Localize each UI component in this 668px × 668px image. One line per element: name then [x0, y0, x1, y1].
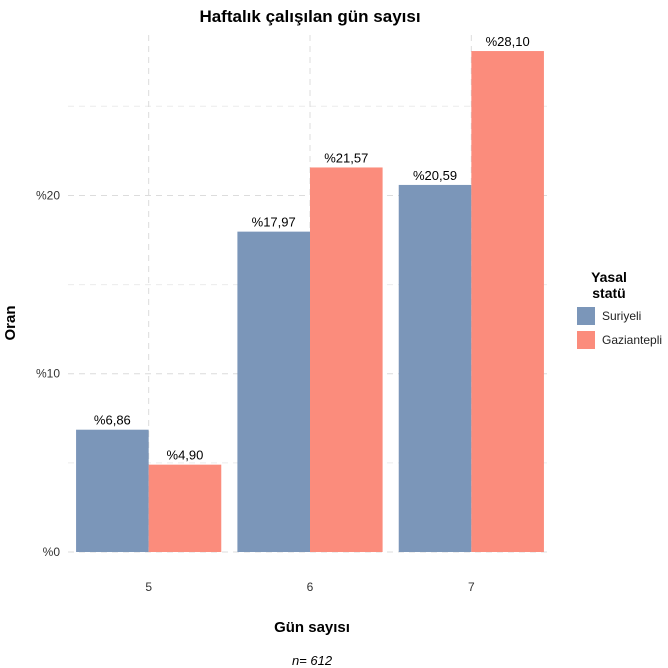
bar-suriyeli-6	[237, 231, 310, 552]
legend-swatch-suriyeli	[577, 307, 595, 325]
data-label-suriyeli-5: %6,86	[94, 413, 131, 428]
bar-labels: %6,86 %4,90 %17,97 %21,57 %20,59 %28,10	[94, 34, 530, 463]
legend-title-line2: statü	[592, 285, 625, 301]
bars-layer	[76, 51, 544, 552]
bar-suriyeli-7	[398, 184, 472, 552]
bar-gaziantepli-7	[471, 51, 544, 552]
data-label-suriyeli-7: %20,59	[413, 168, 457, 183]
x-ticks: 5 6 7	[145, 580, 475, 594]
y-tick-label: %20	[36, 188, 60, 202]
x-tick-label: 7	[468, 580, 475, 594]
data-label-gaziantepli-5: %4,90	[167, 448, 204, 463]
y-ticks: %0 %10 %20	[36, 188, 60, 559]
data-label-suriyeli-6: %17,97	[252, 215, 296, 230]
bar-suriyeli-5	[76, 429, 149, 552]
legend-label-gaziantepli: Gaziantepli	[602, 333, 662, 347]
sample-size-note: n= 612	[292, 653, 333, 668]
x-axis-title: Gün sayısı	[274, 619, 350, 636]
y-axis-title: Oran	[2, 305, 19, 340]
legend: Yasal statü Suriyeli Gaziantepli	[577, 269, 662, 349]
y-tick-label: %10	[36, 367, 60, 381]
bar-gaziantepli-5	[148, 464, 222, 552]
legend-swatch-gaziantepli	[577, 331, 595, 349]
legend-title-line1: Yasal	[591, 269, 627, 285]
legend-label-suriyeli: Suriyeli	[602, 309, 641, 323]
y-tick-label: %0	[43, 545, 61, 559]
data-label-gaziantepli-7: %28,10	[486, 34, 530, 49]
chart-title: Haftalık çalışılan gün sayısı	[199, 7, 420, 26]
data-label-gaziantepli-6: %21,57	[324, 150, 368, 165]
x-tick-label: 5	[145, 580, 152, 594]
x-tick-label: 6	[307, 580, 314, 594]
bar-gaziantepli-6	[310, 167, 383, 552]
